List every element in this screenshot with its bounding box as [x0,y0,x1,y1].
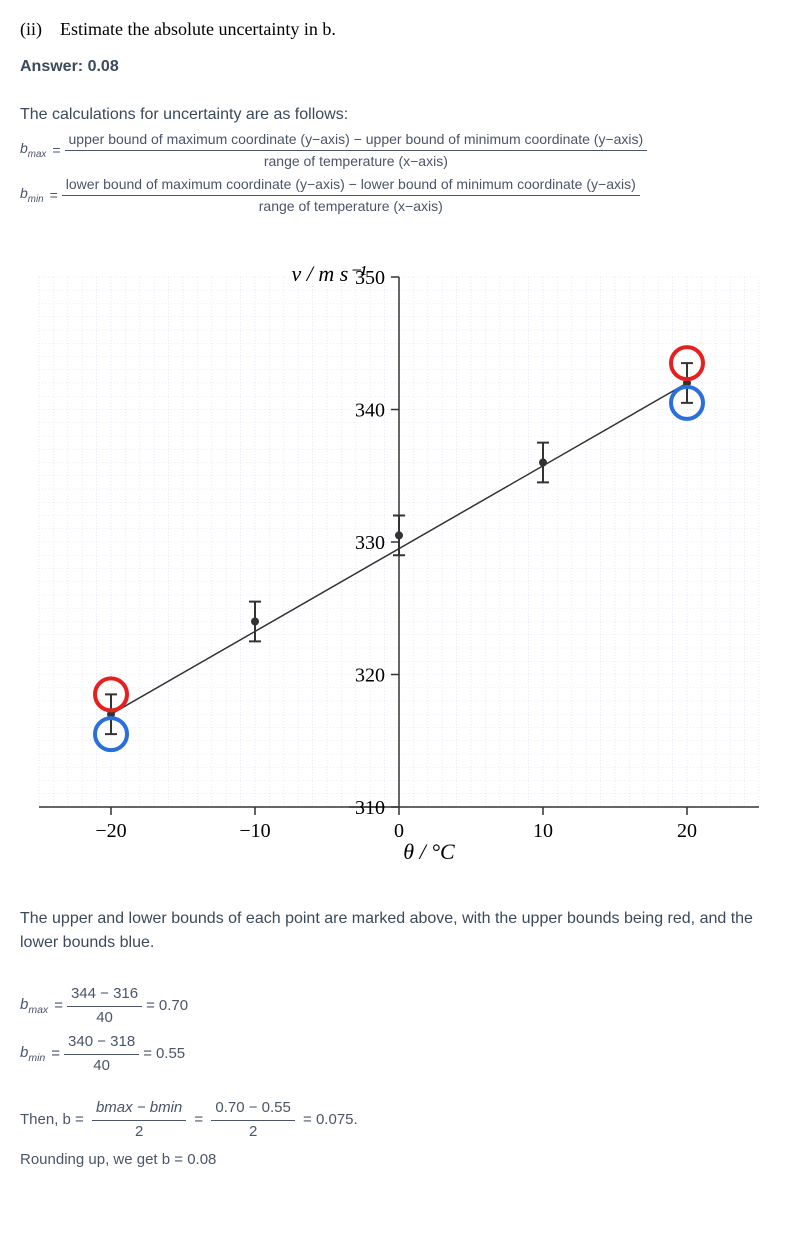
final-frac1-num: bmax − bmin [92,1097,186,1121]
calc-bmax-sub: max [28,1004,48,1016]
bmin-num: lower bound of maximum coordinate (y−axi… [62,174,640,196]
bounds-explanation: The upper and lower bounds of each point… [20,907,777,955]
question-header: (ii) Estimate the absolute uncertainty i… [20,16,777,43]
calc-bmin-num: 340 − 318 [64,1031,139,1055]
calc-bmax-res: 0.70 [159,995,188,1018]
calc-bmax-num: 344 − 316 [67,983,142,1007]
calc-bmin-den: 40 [64,1055,139,1078]
bmax-den: range of temperature (x−axis) [65,151,648,172]
final-frac2-den: 2 [211,1121,294,1144]
uncertainty-chart: −20−1001020310320330340350v / m s⁻¹θ / °… [29,257,769,877]
question-text: Estimate the absolute uncertainty in b. [60,19,336,39]
final-result: 0.075. [316,1109,358,1132]
svg-text:310: 310 [355,797,385,819]
final-block: Then, b = bmax − bmin2 = 0.70 − 0.552 = … [20,1097,777,1172]
svg-text:320: 320 [355,665,385,687]
final-frac2-num: 0.70 − 0.55 [211,1097,294,1121]
chart-container: −20−1001020310320330340350v / m s⁻¹θ / °… [29,257,769,877]
formula-bmax: bmax = upper bound of maximum coordinate… [20,129,777,172]
formula-bmin: bmin = lower bound of maximum coordinate… [20,174,777,217]
calc-bmin: bmin = 340 − 31840 = 0.55 [20,1031,777,1077]
answer-value: 0.08 [88,58,119,75]
calc-bmin-res: 0.55 [156,1043,185,1066]
final-prefix: Then, b = [20,1109,84,1132]
answer-label: Answer: [20,58,83,75]
svg-text:10: 10 [533,820,553,842]
bmax-sub: max [28,149,47,160]
final-frac1-den: 2 [92,1121,186,1144]
svg-text:−10: −10 [239,820,270,842]
bmin-den: range of temperature (x−axis) [62,196,640,217]
svg-text:330: 330 [355,532,385,554]
calc-block: bmax = 344 − 31640 = 0.70 bmin = 340 − 3… [20,983,777,1077]
bmin-sub: min [28,194,44,205]
calc-bmin-sub: min [28,1052,45,1064]
svg-text:20: 20 [677,820,697,842]
bmin-sym: b [20,185,28,201]
uncertainty-intro: The calculations for uncertainty are as … [20,103,777,127]
final-rounding: Rounding up, we get b = 0.08 [20,1149,777,1172]
calc-bmax-den: 40 [67,1007,142,1030]
svg-text:v / m s⁻¹: v / m s⁻¹ [291,261,366,286]
question-label: (ii) [20,19,42,39]
svg-text:−20: −20 [95,820,126,842]
svg-text:340: 340 [355,400,385,422]
bmax-num: upper bound of maximum coordinate (y−axi… [65,129,648,151]
answer-line: Answer: 0.08 [20,55,777,79]
calc-bmax: bmax = 344 − 31640 = 0.70 [20,983,777,1029]
bmax-sym: b [20,140,28,156]
svg-text:θ / °C: θ / °C [403,839,455,864]
